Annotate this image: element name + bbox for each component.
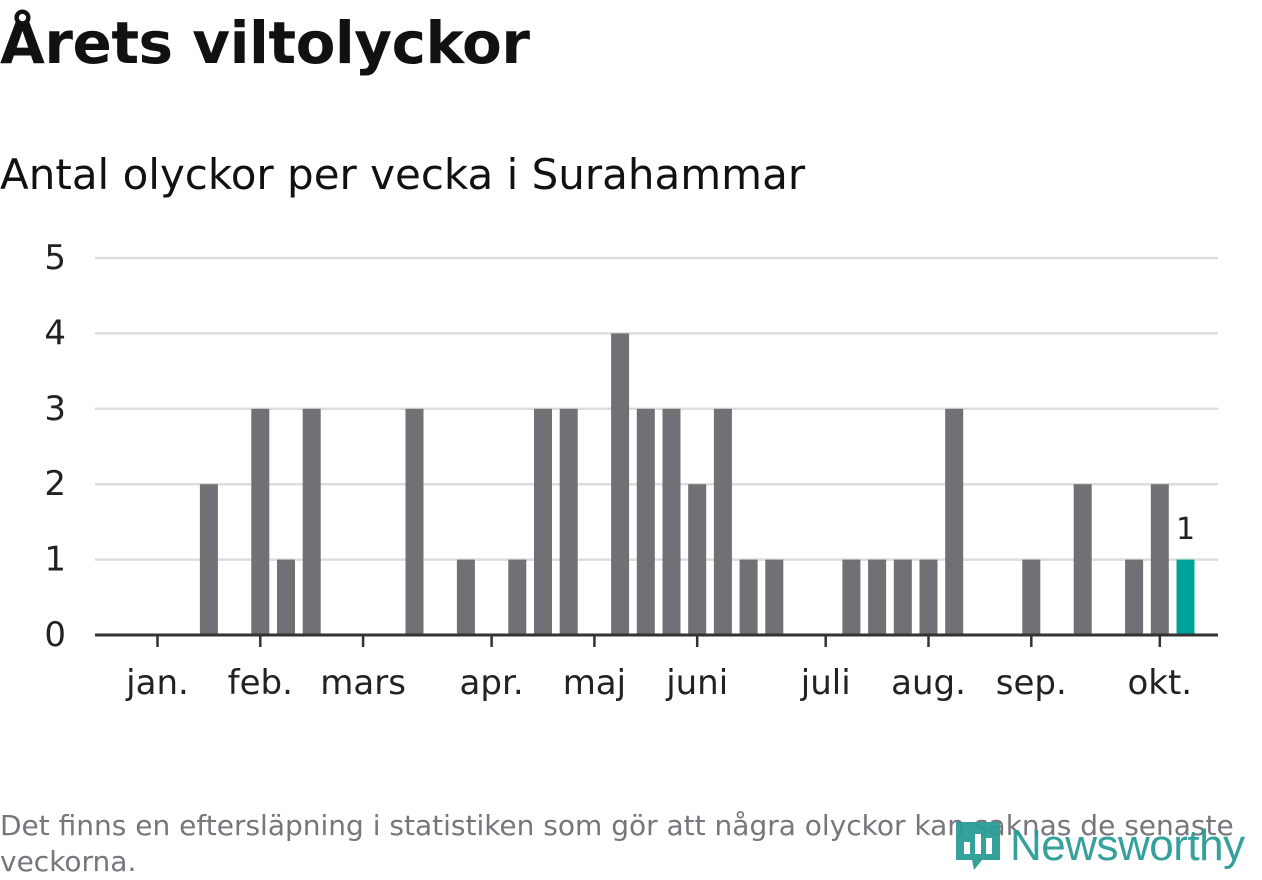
newsworthy-logo-text: Newsworthy <box>1010 821 1245 870</box>
bar <box>945 408 964 635</box>
bar <box>713 408 732 635</box>
bar <box>302 408 321 635</box>
y-tick-label: 4 <box>44 313 66 353</box>
bar-chart: 0 1 2 3 4 5 jan. feb. mars apr. maj juni juli aug. se… <box>44 238 1218 703</box>
bar <box>559 408 578 635</box>
bar <box>534 408 552 635</box>
x-tick-label: juli <box>800 663 851 703</box>
bar <box>1022 559 1041 635</box>
y-tick-label: 0 <box>44 615 66 655</box>
y-tick-label: 1 <box>44 540 66 580</box>
chart-subtitle: Antal olyckor per vecka i Surahammar <box>0 150 806 199</box>
y-tick-label: 2 <box>44 464 66 504</box>
bar-highlight <box>1176 559 1195 635</box>
bar <box>1125 559 1144 635</box>
bars <box>199 333 1195 635</box>
chart-title: Årets viltolyckor <box>0 9 530 77</box>
x-tick-label: sep. <box>996 663 1067 703</box>
bar <box>636 408 655 635</box>
newsworthy-logo-icon <box>956 822 1000 870</box>
bar <box>277 559 295 635</box>
footnote: Det finns en eftersläpning i statistiken… <box>0 809 1234 878</box>
bar <box>868 559 887 635</box>
bar <box>688 484 707 635</box>
x-tick-label: apr. <box>460 663 524 703</box>
bar <box>919 559 938 635</box>
newsworthy-logo[interactable]: Newsworthy <box>952 818 1245 874</box>
highlight-data-label: 1 <box>1176 512 1195 547</box>
x-tick-label: feb. <box>228 663 293 703</box>
bar <box>199 484 218 635</box>
bar <box>1150 484 1169 635</box>
bar <box>456 559 475 635</box>
x-tick-label: jan. <box>125 663 189 703</box>
y-axis-ticks: 0 1 2 3 4 5 <box>44 238 66 655</box>
bar <box>405 408 424 635</box>
bar <box>739 559 758 635</box>
x-tick-label: aug. <box>891 663 966 703</box>
x-axis-ticks: jan. feb. mars apr. maj juni juli aug. sep. okt. <box>125 635 1192 703</box>
data-labels: 1 <box>1176 512 1195 547</box>
y-tick-label: 5 <box>44 238 66 278</box>
bar <box>765 559 784 635</box>
bar <box>842 559 861 635</box>
bar <box>893 559 912 635</box>
bar <box>662 408 681 635</box>
x-tick-label: okt. <box>1127 663 1192 703</box>
x-tick-label: maj <box>563 663 626 703</box>
x-tick-label: juni <box>665 663 728 703</box>
bar <box>1073 484 1092 635</box>
bar <box>251 408 270 635</box>
bar <box>508 559 527 635</box>
bar <box>611 333 630 635</box>
x-tick-label: mars <box>320 663 406 703</box>
y-tick-label: 3 <box>44 389 66 429</box>
